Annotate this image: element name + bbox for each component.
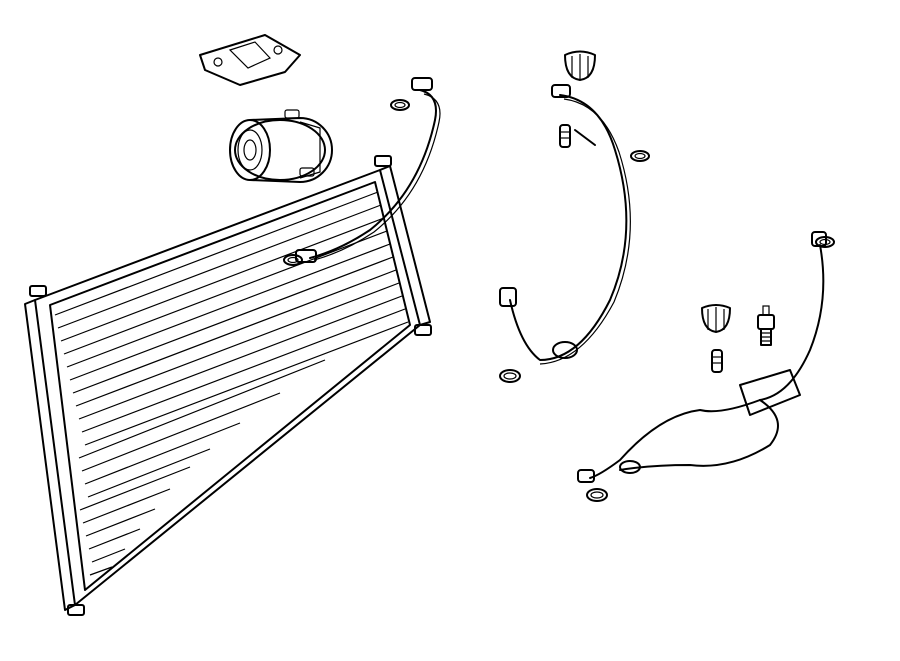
service-cap-14 (702, 305, 730, 332)
liquid-line (578, 232, 826, 482)
o-ring-5b (284, 255, 302, 265)
condenser (25, 156, 431, 615)
valve-core-13 (712, 350, 722, 372)
compressor (230, 110, 332, 182)
o-ring-5a (391, 100, 409, 110)
service-cap-10 (565, 52, 595, 81)
o-ring-8 (500, 370, 520, 382)
o-ring-7 (631, 151, 649, 161)
o-ring-12b (587, 489, 607, 501)
valve-core-9 (560, 125, 570, 147)
pressure-hose (296, 78, 440, 262)
compressor-bracket (200, 35, 300, 85)
suction-hose (500, 85, 630, 364)
pressure-sensor (758, 306, 774, 345)
